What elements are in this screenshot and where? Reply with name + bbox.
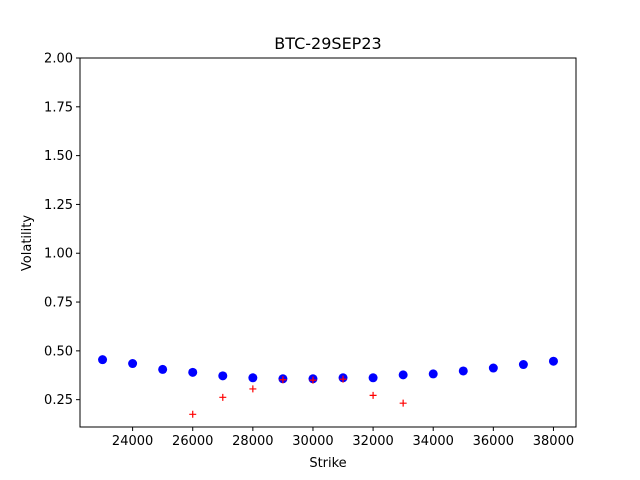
series-layer xyxy=(98,355,558,418)
data-point xyxy=(458,366,468,376)
y-tick-label: 0.75 xyxy=(44,296,73,311)
x-tick-label: 26000 xyxy=(172,434,213,449)
y-tick-label: 0.25 xyxy=(44,393,73,408)
data-point xyxy=(548,356,558,366)
data-point xyxy=(339,375,347,383)
x-axis-ticks: 24000 26000 28000 30000 32000 34000 36000 38000 xyxy=(112,427,574,449)
data-point xyxy=(158,364,168,374)
y-tick-label: 1.50 xyxy=(44,149,73,164)
data-point xyxy=(188,367,198,377)
data-point xyxy=(488,363,498,373)
data-point xyxy=(368,373,378,383)
data-point xyxy=(398,370,408,380)
x-axis-label: Strike xyxy=(309,456,346,471)
data-point xyxy=(189,410,197,418)
data-point xyxy=(128,359,138,369)
y-tick-label: 0.50 xyxy=(44,344,73,359)
x-tick-label: 30000 xyxy=(292,434,333,449)
data-point xyxy=(309,376,317,384)
data-point xyxy=(218,371,228,381)
y-tick-label: 1.25 xyxy=(44,198,73,213)
data-point xyxy=(219,393,227,401)
x-tick-label: 38000 xyxy=(533,434,574,449)
x-tick-label: 32000 xyxy=(352,434,393,449)
data-point xyxy=(249,385,257,393)
plot-area xyxy=(79,57,577,428)
y-tick-label: 1.75 xyxy=(44,100,73,115)
y-axis-label: Volatility xyxy=(20,215,35,271)
y-tick-label: 2.00 xyxy=(44,52,73,67)
data-point xyxy=(369,391,377,399)
x-tick-label: 36000 xyxy=(473,434,514,449)
x-tick-label: 34000 xyxy=(413,434,454,449)
series-plus-markers xyxy=(189,375,407,418)
data-point xyxy=(279,376,287,384)
data-point xyxy=(98,355,108,365)
chart-title: BTC-29SEP23 xyxy=(274,34,381,53)
x-tick-label: 24000 xyxy=(112,434,153,449)
data-point xyxy=(248,373,258,383)
y-tick-label: 1.00 xyxy=(44,247,73,262)
data-point xyxy=(428,369,438,379)
data-point xyxy=(399,399,407,407)
data-point xyxy=(518,360,528,370)
x-tick-label: 28000 xyxy=(232,434,273,449)
plot-frame xyxy=(79,57,577,428)
y-axis-ticks: 0.25 0.50 0.75 1.00 1.25 1.50 1.75 2.00 xyxy=(44,52,80,408)
series-circle-markers xyxy=(98,355,558,384)
